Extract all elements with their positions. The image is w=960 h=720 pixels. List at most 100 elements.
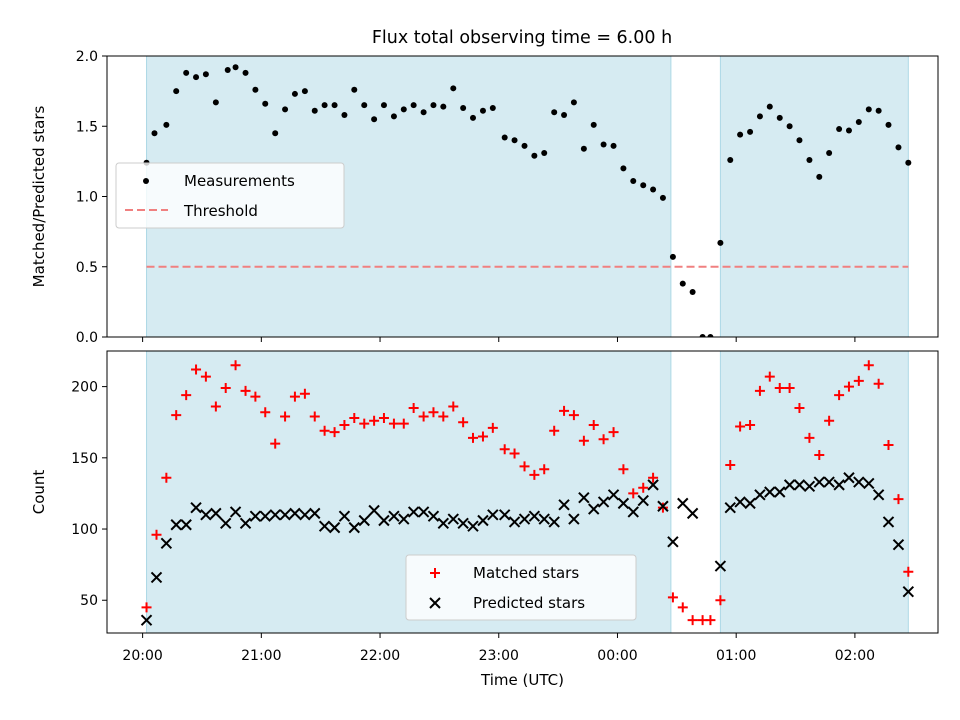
predicted-star-point <box>823 476 835 488</box>
predicted-star-point <box>774 486 786 498</box>
matched-star-point <box>618 464 629 475</box>
predicted-star-point <box>744 497 756 510</box>
predicted-star-point <box>803 480 816 493</box>
predicted-star-point <box>686 507 699 520</box>
predicted-star-point <box>667 536 679 548</box>
matched-star-point <box>369 415 380 426</box>
measurement-point <box>151 130 158 137</box>
matched-star-point <box>725 459 736 470</box>
predicted-star-point <box>269 509 281 521</box>
predicted-star-point <box>558 499 570 511</box>
predicted-star-point <box>588 503 600 515</box>
matched-star-point <box>171 410 182 421</box>
y-tick-label: 2.0 <box>76 49 98 65</box>
chart-title: Flux total observing time = 6.00 h <box>372 28 672 48</box>
x-tick-label: 00:00 <box>597 648 637 664</box>
measurement-point <box>183 69 190 76</box>
ratio-panel: 0.0 0.5 1.0 1.5 2.0 Matched/Predicted stars Me… <box>30 49 939 346</box>
measurement-point <box>561 112 568 119</box>
matched-star-point <box>428 407 439 418</box>
predicted-star-point <box>833 479 845 491</box>
measurement-point <box>669 253 676 260</box>
matched-star-point <box>299 388 310 399</box>
predicted-star-point <box>239 517 252 530</box>
matched-star-point <box>220 383 231 394</box>
measurement-point <box>193 74 200 81</box>
measurement-point <box>400 106 407 113</box>
measurement-point <box>371 116 378 123</box>
matched-star-point <box>824 415 835 426</box>
matched-star-point <box>378 412 389 423</box>
y-tick-label: 0.0 <box>76 330 98 346</box>
matched-star-point <box>588 420 599 431</box>
matched-star-point <box>141 602 152 613</box>
predicted-star-point <box>508 516 521 528</box>
matched-star-point <box>883 440 894 450</box>
matched-star-point <box>735 421 746 432</box>
predicted-star-point <box>328 521 341 534</box>
predicted-star-point <box>754 489 766 501</box>
measurement-point <box>173 88 180 95</box>
measurement-point <box>836 126 843 133</box>
matched-star-point <box>568 410 579 421</box>
matched-star-point <box>745 420 756 431</box>
matched-star-point <box>608 427 619 438</box>
matched-star-point <box>499 444 510 455</box>
predicted-star-point <box>200 509 212 521</box>
measurement-point <box>630 178 637 185</box>
predicted-star-point <box>872 489 885 501</box>
matched-star-point <box>529 469 540 480</box>
measurement-point <box>747 128 754 135</box>
matched-star-point <box>161 472 172 483</box>
predicted-star-point <box>358 514 370 527</box>
measurement-point <box>440 103 447 110</box>
matched-star-point <box>598 434 609 445</box>
predicted-star-point <box>518 513 531 525</box>
measurement-point <box>410 102 417 109</box>
matched-star-point <box>240 385 251 396</box>
measurement-point <box>469 114 476 121</box>
predicted-star-point <box>764 486 776 498</box>
measurement-point <box>521 142 528 149</box>
legend-matched-marker <box>430 568 440 578</box>
measurement-point <box>816 173 823 180</box>
predicted-star-point <box>368 504 380 517</box>
measurement-point <box>689 289 696 296</box>
y-axis-label: Count <box>30 470 48 515</box>
measurement-point <box>282 106 289 113</box>
measurement-point <box>845 127 852 134</box>
legend-label: Threshold <box>183 202 258 220</box>
measurement-point <box>905 159 912 166</box>
y-tick-label: 200 <box>71 380 98 396</box>
legend-box <box>115 162 345 229</box>
predicted-star-point <box>140 614 153 626</box>
measurement-point <box>501 134 508 141</box>
predicted-star-point <box>607 489 620 501</box>
matched-star-point <box>448 401 459 412</box>
matched-star-point <box>804 432 815 443</box>
measurement-point <box>707 334 714 337</box>
predicted-star-point <box>229 506 242 518</box>
shaded-interval-2 <box>719 55 909 338</box>
predicted-star-point <box>259 510 271 522</box>
x-tick-label: 22:00 <box>360 648 400 664</box>
predicted-star-point <box>388 510 400 522</box>
y-tick-label: 150 <box>71 451 98 467</box>
measurement-point <box>252 86 259 93</box>
matched-star-point <box>329 427 340 438</box>
predicted-star-point <box>902 585 915 598</box>
matched-star-point <box>794 402 805 413</box>
legend-label: Matched stars <box>473 564 579 582</box>
matched-star-point <box>873 378 884 389</box>
predicted-star-point <box>863 477 875 490</box>
predicted-star-point <box>477 514 489 527</box>
matched-star-point <box>280 411 291 422</box>
predicted-star-point <box>437 517 450 530</box>
legend-label: Predicted stars <box>473 594 585 612</box>
measurement-point <box>390 113 397 120</box>
predicted-star-point <box>892 538 905 551</box>
matched-star-point <box>398 418 409 429</box>
predicted-star-point <box>180 519 192 531</box>
measurement-point <box>341 112 348 119</box>
x-tick-label: 01:00 <box>716 648 756 664</box>
